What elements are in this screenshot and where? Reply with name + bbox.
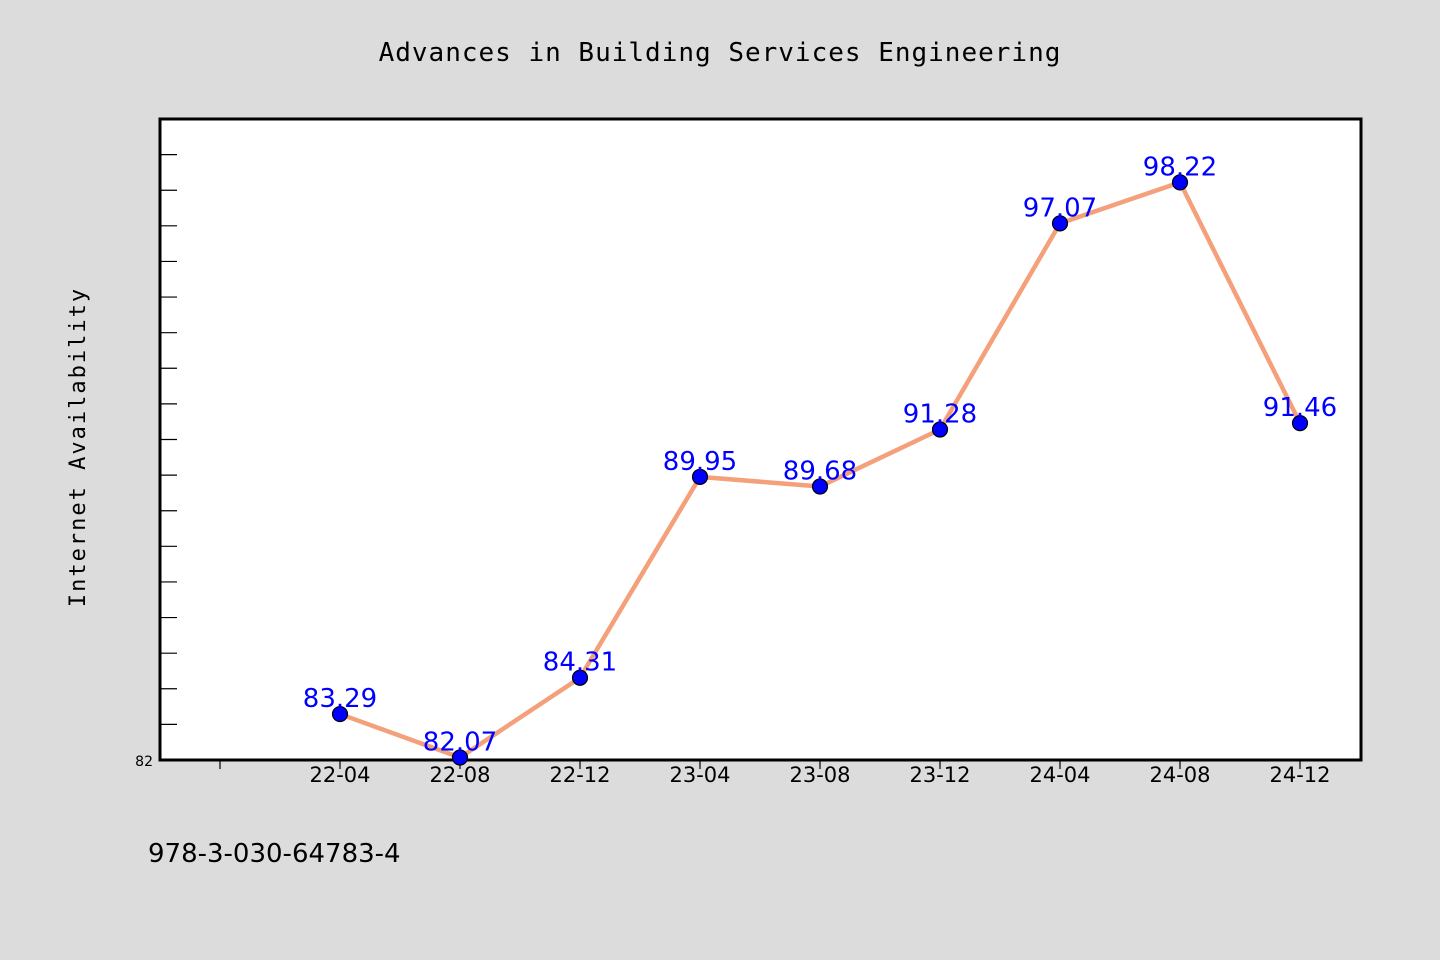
chart-title: Advances in Building Services Engineerin…: [379, 38, 1062, 68]
x-axis-tick-labels: 22-04 22-08 22-12 23-04 23-08 23-12 24-04 24-08…: [309, 763, 1330, 787]
y-tick-label-min: 82: [135, 754, 153, 770]
x-tick-label: 23-08: [789, 763, 850, 787]
y-axis-ticks: [160, 118, 177, 761]
x-tick-label: 24-04: [1029, 763, 1090, 787]
data-point: [691, 468, 709, 485]
y-axis-label: Internet Availability: [66, 287, 91, 607]
data-label: 89.68: [783, 457, 857, 487]
plot-area: [158, 117, 1363, 762]
x-tick-label: 22-12: [549, 763, 610, 787]
data-point: [331, 705, 349, 723]
x-tick-label: 23-04: [669, 763, 730, 787]
data-point: [451, 749, 469, 766]
isbn-footer: 978-3-030-64783-4: [148, 839, 401, 869]
data-point: [1171, 174, 1189, 191]
data-point: [811, 478, 829, 495]
data-label: 91.28: [903, 400, 977, 430]
data-point: [1051, 215, 1069, 232]
data-markers: [331, 174, 1309, 766]
data-point: [1291, 415, 1309, 432]
x-tick-label: 22-04: [309, 763, 370, 787]
x-tick-label: 22-08: [429, 763, 490, 787]
data-label: 97.07: [1023, 193, 1097, 223]
data-label: 91.46: [1263, 393, 1337, 423]
data-label: 82.07: [423, 728, 497, 758]
data-label: 98.22: [1143, 152, 1217, 182]
data-label: 89.95: [663, 447, 737, 477]
x-tick-label: 23-12: [909, 763, 970, 787]
data-point: [571, 669, 589, 686]
x-tick-label: 24-12: [1269, 763, 1330, 787]
data-labels: 83.29 82.07 84.31 89.95 89.68 91.28 97.07 98.22…: [303, 152, 1337, 757]
x-tick-label: 24-08: [1149, 763, 1210, 787]
data-label: 83.29: [303, 684, 377, 714]
data-point: [931, 421, 949, 438]
data-label: 84.31: [543, 648, 617, 678]
